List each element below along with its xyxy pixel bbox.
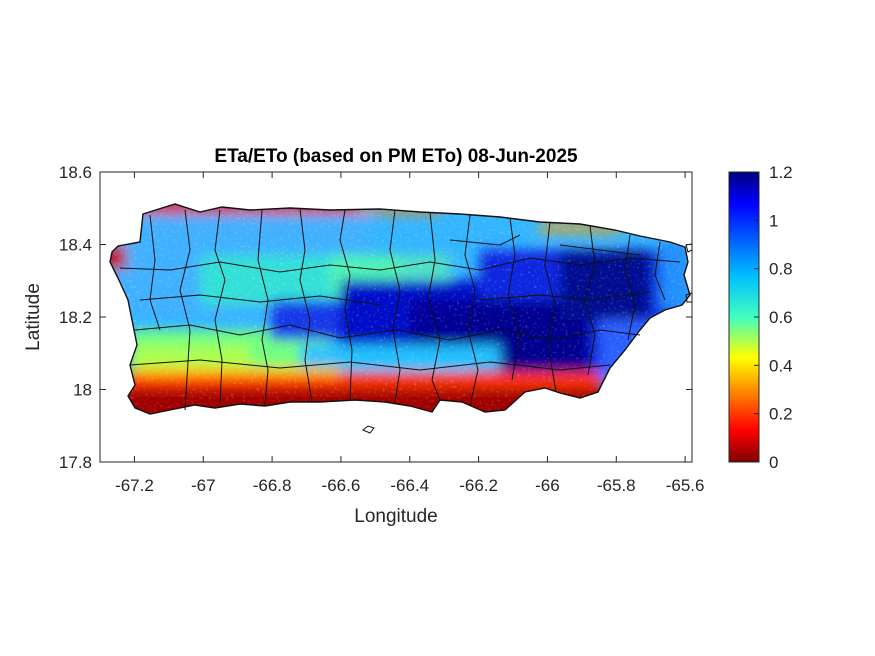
- colorbar-tick-label: 1.2: [769, 163, 793, 182]
- y-axis-label: Latitude: [23, 283, 44, 351]
- x-tick-label: -66.2: [459, 476, 498, 495]
- x-tick-label: -65.6: [666, 476, 705, 495]
- offshore-island: [362, 425, 375, 434]
- eta-eto-heatmap: [110, 204, 690, 414]
- x-axis: -67.2 -67 -66.8 -66.6 -66.4 -66.2 -66 -65.8 -65.…: [115, 172, 704, 495]
- colorbar-tick-label: 0: [769, 453, 778, 472]
- x-tick-label: -66.6: [322, 476, 361, 495]
- x-tick-label: -67: [191, 476, 216, 495]
- colorbar-tick-label: 0.8: [769, 260, 793, 279]
- y-tick-label: 17.8: [59, 453, 92, 472]
- municipality-borders: [109, 203, 691, 415]
- offshore-island: [685, 292, 693, 303]
- x-tick-label: -65.8: [597, 476, 636, 495]
- colorbar-ticks: 0 0.2 0.4 0.6 0.8 1 1.2: [754, 163, 793, 472]
- colorbar-tick-label: 0.2: [769, 405, 793, 424]
- x-axis-label: Longitude: [354, 506, 437, 527]
- x-tick-label: -66.8: [253, 476, 292, 495]
- x-tick-label: -67.2: [115, 476, 154, 495]
- x-tick-label: -66: [535, 476, 560, 495]
- colorbar-tick-label: 0.4: [769, 356, 793, 375]
- colorbar-tick-label: 0.6: [769, 308, 793, 327]
- y-tick-label: 18.4: [59, 236, 92, 255]
- y-tick-label: 18: [73, 381, 92, 400]
- x-tick-label: -66.4: [390, 476, 429, 495]
- colorbar-tick-label: 1: [769, 211, 778, 230]
- y-axis: 17.8 18 18.2 18.4 18.6: [59, 163, 692, 472]
- chart-title: ETa/ETo (based on PM ETo) 08-Jun-2025: [214, 146, 578, 167]
- y-tick-label: 18.2: [59, 308, 92, 327]
- y-tick-label: 18.6: [59, 163, 92, 182]
